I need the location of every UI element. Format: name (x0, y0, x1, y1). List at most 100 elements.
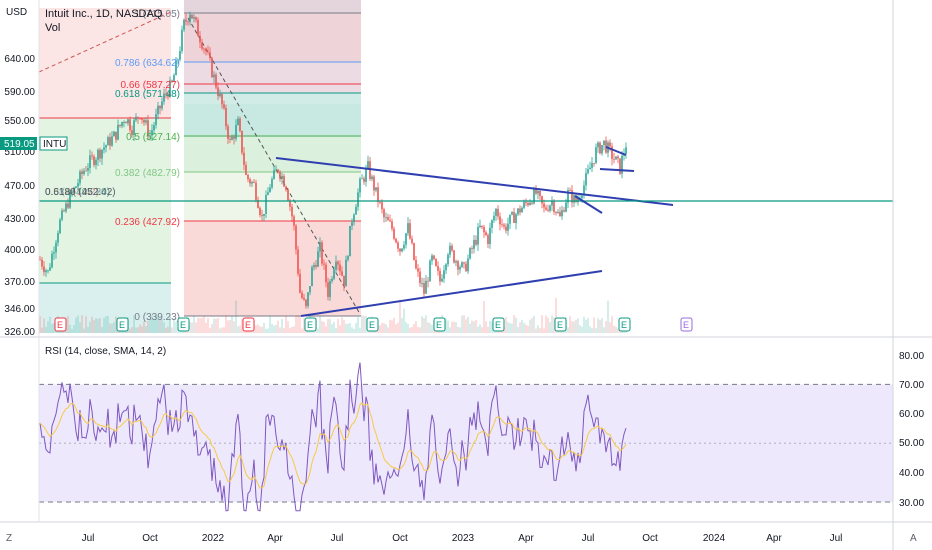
candle-body (415, 259, 417, 269)
candle-body (391, 221, 393, 229)
volume-bar (109, 323, 111, 333)
candle-body (519, 208, 521, 213)
candle-body (567, 190, 569, 203)
volume-bar (325, 326, 327, 333)
fib-left-zone-red (39, 8, 171, 118)
volume-bar (453, 321, 455, 333)
candle-body (285, 186, 287, 190)
volume-bar (385, 324, 387, 333)
earnings-marker-label: E (245, 320, 251, 330)
candle-body (239, 118, 241, 131)
volume-bar (75, 317, 77, 333)
candle-body (505, 226, 507, 231)
volume-bar (335, 328, 337, 333)
volume-bar (45, 326, 47, 333)
candle-body (81, 171, 83, 175)
volume-bar (609, 322, 611, 333)
earnings-marker-label: E (307, 320, 313, 330)
volume-bar (527, 325, 529, 333)
volume-bar (169, 316, 171, 333)
candle-body (265, 195, 267, 214)
candle-body (507, 223, 509, 231)
candle-body (589, 167, 591, 170)
earnings-marker-label: E (436, 320, 442, 330)
fib-right-zone-3 (184, 93, 361, 104)
ticker-badge-bg (39, 136, 68, 151)
candle-body (439, 270, 441, 282)
time-tick-label: Jul (82, 533, 95, 544)
volume-bar (51, 323, 53, 333)
candle-body (109, 137, 111, 146)
candle-body (251, 181, 253, 184)
volume-bar (427, 322, 429, 333)
volume-bar (189, 322, 191, 333)
candle-body (181, 29, 183, 52)
candle-body (177, 59, 179, 61)
candle-body (107, 137, 109, 146)
candle-body (353, 214, 355, 223)
candle-body (241, 130, 243, 153)
earnings-marker-box (618, 317, 631, 332)
candle-body (271, 178, 273, 188)
candle-body (503, 224, 505, 227)
candle-body (147, 120, 149, 137)
volume-bar (111, 323, 113, 333)
volume-bar (469, 323, 471, 333)
candle-body (319, 242, 321, 252)
candle-body (235, 125, 237, 139)
volume-bar (135, 327, 137, 333)
candle-body (535, 189, 537, 194)
candle-body (377, 187, 379, 202)
volume-bar (461, 315, 463, 333)
time-tick-label: 2022 (202, 533, 225, 544)
candle-body (447, 254, 449, 265)
candle-body (547, 209, 549, 211)
candle-body (385, 216, 387, 218)
candle-body (487, 235, 489, 245)
candle-body (183, 19, 185, 30)
time-tick-label: Jul (582, 533, 595, 544)
candle-body (341, 271, 343, 276)
candle-body (429, 260, 431, 282)
volume-bar (407, 323, 409, 333)
volume-bar (551, 315, 553, 333)
candle-body (101, 149, 103, 159)
time-tick-label: 2023 (452, 533, 475, 544)
volume-bar (467, 316, 469, 333)
volume-bar (483, 301, 485, 333)
candle-body (605, 140, 607, 153)
volume-bar (539, 328, 541, 333)
price-tick-label: 346.00 (4, 304, 35, 315)
volume-bar (259, 326, 261, 333)
candle-body (47, 270, 49, 272)
candle-body (573, 195, 575, 203)
candle-body (615, 156, 617, 160)
time-tick-label: Apr (766, 533, 782, 544)
candle-body (117, 124, 119, 140)
volume-bar (161, 319, 163, 333)
volume-bar (279, 327, 281, 333)
volume-bar (457, 326, 459, 333)
candle-body (459, 267, 461, 270)
volume-bar (149, 319, 151, 333)
fib-level-label: 0.382 (482.79) (115, 168, 180, 179)
rsi-tick-label: 40.00 (899, 468, 924, 479)
volume-bar (513, 315, 515, 333)
volume-bar (271, 323, 273, 333)
candle-body (565, 202, 567, 212)
candle-body (485, 232, 487, 236)
volume-bar (303, 317, 305, 333)
volume-bar (359, 327, 361, 333)
candle-body (331, 278, 333, 282)
volume-bar (87, 326, 89, 333)
candle-body (453, 250, 455, 263)
price-tick-label: 590.00 (4, 87, 35, 98)
candle-body (69, 192, 71, 208)
volume-bar (69, 324, 71, 333)
candle-body (437, 266, 439, 271)
volume-bar (213, 318, 215, 333)
candle-body (521, 207, 523, 213)
candle-body (137, 116, 139, 119)
candle-body (539, 190, 541, 197)
